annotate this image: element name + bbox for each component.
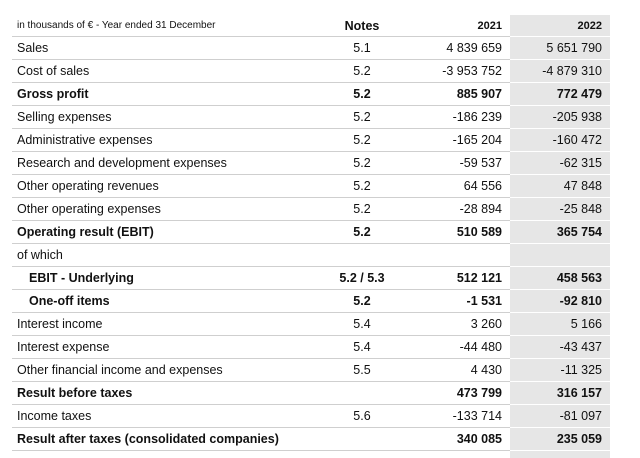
table-row: Other operating expenses 5.2 -28 894 -25 84… <box>12 197 610 221</box>
table-row: EBIT - Underlying 5.2 / 5.3 512 121 458 563 <box>12 266 610 290</box>
row-label: EBIT - Underlying <box>12 266 302 290</box>
value-2022: -11 325 <box>510 358 610 382</box>
value-2021: 3 260 <box>422 312 510 336</box>
row-label: Gross profit <box>12 82 302 106</box>
row-label: Sales <box>12 36 302 60</box>
value-2022: 5 651 790 <box>510 36 610 60</box>
year-header: 2021 <box>422 15 510 37</box>
note-ref: 5.2 <box>302 82 422 106</box>
value-2022: -160 472 <box>510 128 610 152</box>
table-row: Research and development expenses 5.2 -59 … <box>12 151 610 175</box>
caption: in thousands of € - Year ended 31 Decemb… <box>12 15 302 37</box>
table-row: Result before taxes 473 799 316 157 <box>12 381 610 405</box>
table-row: Administrative expenses 5.2 -165 204 -160 4… <box>12 128 610 152</box>
value-2022: 365 754 <box>510 220 610 244</box>
row-label: Other operating revenues <box>12 174 302 198</box>
header-row: in thousands of € - Year ended 31 Decemb… <box>12 15 610 37</box>
note-ref <box>302 243 422 267</box>
value-2021: 64 556 <box>422 174 510 198</box>
table-row: Income taxes 5.6 -133 714 -81 097 <box>12 404 610 428</box>
value-2022: 47 848 <box>510 174 610 198</box>
note-ref: 5.2 <box>302 289 422 313</box>
value-2022: -43 437 <box>510 335 610 359</box>
note-ref <box>302 381 422 405</box>
value-2022: 5 166 <box>510 312 610 336</box>
value-2021 <box>422 243 510 267</box>
value-2022 <box>510 243 610 267</box>
value-2021: -3 953 752 <box>422 59 510 83</box>
table-row: Selling expenses 5.2 -186 239 -205 938 <box>12 105 610 129</box>
value-2022: -25 848 <box>510 197 610 221</box>
value-2022: 772 479 <box>510 82 610 106</box>
note-ref: 5.1 <box>302 36 422 60</box>
year-header: 2022 <box>510 15 610 37</box>
value-2022: -205 938 <box>510 105 610 129</box>
note-ref: 5.2 <box>302 128 422 152</box>
table-row: of which <box>12 243 610 267</box>
row-label: Result after taxes (consolidated compani… <box>12 427 302 451</box>
value-2021: -44 480 <box>422 335 510 359</box>
value-2021: 885 907 <box>422 82 510 106</box>
note-ref: 5.2 <box>302 174 422 198</box>
value-2021: -28 894 <box>422 197 510 221</box>
row-label: Other operating expenses <box>12 197 302 221</box>
value-2021: 340 085 <box>422 427 510 451</box>
row-label: of which <box>12 243 302 267</box>
table-row: One-off items 5.2 -1 531 -92 810 <box>12 289 610 313</box>
value-2021: -59 537 <box>422 151 510 175</box>
value-2022: -62 315 <box>510 151 610 175</box>
note-ref <box>302 427 422 451</box>
row-label: Selling expenses <box>12 105 302 129</box>
table-row: Interest expense 5.4 -44 480 -43 437 <box>12 335 610 359</box>
table-row: Gross profit 5.2 885 907 772 479 <box>12 82 610 106</box>
value-2021: 4 430 <box>422 358 510 382</box>
note-ref: 5.6 <box>302 404 422 428</box>
row-label: Other financial income and expenses <box>12 358 302 382</box>
row-label: Administrative expenses <box>12 128 302 152</box>
value-2022: -81 097 <box>510 404 610 428</box>
value-2021: 4 839 659 <box>422 36 510 60</box>
table-row: Operating result (EBIT) 5.2 510 589 365 754 <box>12 220 610 244</box>
row-label: Income taxes <box>12 404 302 428</box>
row-label: Interest expense <box>12 335 302 359</box>
row-label: One-off items <box>12 289 302 313</box>
table-row: Cost of sales 5.2 -3 953 752 -4 879 310 <box>12 59 610 83</box>
note-ref: 5.4 <box>302 335 422 359</box>
row-label: Operating result (EBIT) <box>12 220 302 244</box>
table-row: Result after taxes (consolidated compani… <box>12 427 610 451</box>
value-2021: 512 121 <box>422 266 510 290</box>
value-2021: -133 714 <box>422 404 510 428</box>
value-2021: -186 239 <box>422 105 510 129</box>
value-2021: -1 531 <box>422 289 510 313</box>
row-label: Cost of sales <box>12 59 302 83</box>
table-row: Interest income 5.4 3 260 5 166 <box>12 312 610 336</box>
value-2022: 235 059 <box>510 427 610 451</box>
note-ref: 5.2 <box>302 220 422 244</box>
value-2021: 473 799 <box>422 381 510 405</box>
row-label: Result before taxes <box>12 381 302 405</box>
notes-header: Notes <box>302 15 422 37</box>
row-label: Research and development expenses <box>12 151 302 175</box>
value-2022: -92 810 <box>510 289 610 313</box>
income-statement: in thousands of € - Year ended 31 Decemb… <box>12 15 610 451</box>
note-ref: 5.2 <box>302 59 422 83</box>
note-ref: 5.2 / 5.3 <box>302 266 422 290</box>
value-2022: -4 879 310 <box>510 59 610 83</box>
note-ref: 5.2 <box>302 197 422 221</box>
note-ref: 5.5 <box>302 358 422 382</box>
row-label: Interest income <box>12 312 302 336</box>
table-row: Other operating revenues 5.2 64 556 47 848 <box>12 174 610 198</box>
value-2022: 458 563 <box>510 266 610 290</box>
note-ref: 5.2 <box>302 151 422 175</box>
note-ref: 5.2 <box>302 105 422 129</box>
table-row: Sales 5.1 4 839 659 5 651 790 <box>12 36 610 60</box>
value-2021: 510 589 <box>422 220 510 244</box>
table-row: Other financial income and expenses 5.5 4 … <box>12 358 610 382</box>
value-2021: -165 204 <box>422 128 510 152</box>
note-ref: 5.4 <box>302 312 422 336</box>
value-2022: 316 157 <box>510 381 610 405</box>
